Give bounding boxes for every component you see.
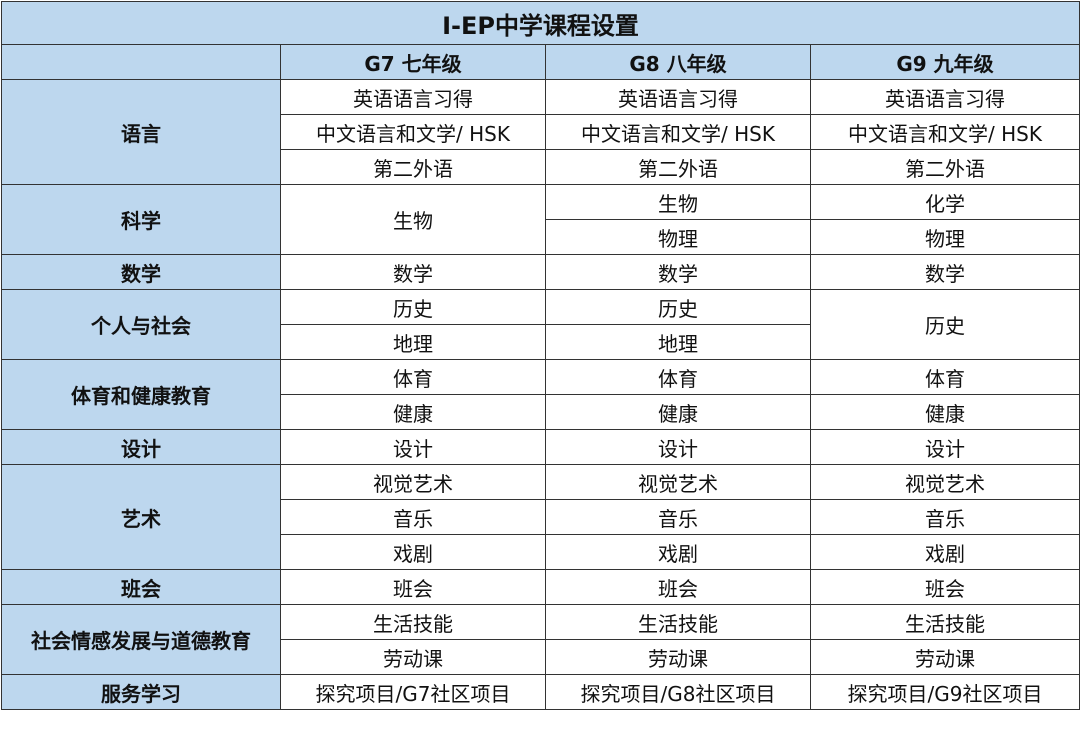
course-cell: 探究项目/G8社区项目	[545, 674, 811, 710]
course-cell: 地理	[280, 324, 546, 360]
course-cell: 物理	[810, 219, 1080, 255]
course-cell: 化学	[810, 184, 1080, 220]
course-cell: 劳动课	[810, 639, 1080, 675]
table-row: 设计 设计 设计 设计	[1, 429, 1080, 465]
table-row: 地理 地理	[2, 324, 1080, 360]
course-cell: 第二外语	[280, 149, 546, 185]
course-cell: 劳动课	[280, 639, 546, 675]
table-row: 体育和健康教育 体育 体育 体育	[1, 359, 1080, 430]
table-row: 语言 英语语言习得 英语语言习得 英语语言习得	[1, 79, 1080, 185]
table-row: 第二外语 第二外语 第二外语	[2, 149, 1080, 185]
course-cell: 班会	[545, 569, 811, 605]
table-row: 科学 生物 生物 化学	[1, 184, 1080, 255]
subject-cell: 服务学习	[1, 674, 281, 710]
course-cell: 视觉艺术	[545, 464, 811, 500]
course-cell: 班会	[280, 569, 546, 605]
course-cell: 生物	[545, 184, 811, 220]
course-cell: 中文语言和文学/ HSK	[280, 114, 546, 150]
course-cell: 数学	[545, 254, 811, 290]
course-cell: 英语语言习得	[545, 79, 811, 115]
course-cell: 音乐	[280, 499, 546, 535]
course-cell: 英语语言习得	[280, 79, 546, 115]
course-cell: 体育	[810, 359, 1080, 395]
header-corner	[1, 44, 281, 80]
grade-header-g9: G9 九年级	[810, 44, 1080, 80]
course-cell: 中文语言和文学/ HSK	[545, 114, 811, 150]
course-cell: 健康	[280, 394, 546, 430]
subject-cell: 数学	[1, 254, 281, 290]
course-cell: 地理	[545, 324, 811, 360]
subject-cell: 科学	[1, 184, 281, 255]
course-cell: 历史	[545, 289, 811, 325]
grade-header-g7: G7 七年级	[280, 44, 546, 80]
course-cell: 视觉艺术	[810, 464, 1080, 500]
curriculum-table: I-EP中学课程设置 G7 七年级 G8 八年级 G9 九年级 语言 英语语言习得…	[1, 1, 1080, 710]
course-cell: 健康	[810, 394, 1080, 430]
subject-cell: 语言	[1, 79, 281, 185]
table-row: 社会情感发展与道德教育 生活技能 生活技能 生活技能	[1, 604, 1080, 675]
table-row: 劳动课 劳动课 劳动课	[2, 639, 1080, 675]
course-cell: 第二外语	[810, 149, 1080, 185]
course-cell: 数学	[280, 254, 546, 290]
table-row: 艺术 视觉艺术 视觉艺术 视觉艺术	[1, 464, 1080, 570]
course-cell: 英语语言习得	[810, 79, 1080, 115]
table-row: 个人与社会 历史 历史 历史	[1, 289, 1080, 360]
course-cell: 探究项目/G9社区项目	[810, 674, 1080, 710]
course-cell: 第二外语	[545, 149, 811, 185]
table-row: 物理 物理	[2, 219, 1080, 255]
course-cell: 历史	[280, 289, 546, 325]
table-title: I-EP中学课程设置	[1, 1, 1080, 45]
subject-cell: 个人与社会	[1, 289, 281, 360]
grade-header-g8: G8 八年级	[545, 44, 811, 80]
table-row: 班会 班会 班会 班会	[1, 569, 1080, 605]
table-row: 服务学习 探究项目/G7社区项目 探究项目/G8社区项目 探究项目/G9社区项目	[1, 674, 1080, 710]
title-row: I-EP中学课程设置	[1, 1, 1080, 45]
course-cell: 体育	[545, 359, 811, 395]
subject-cell: 设计	[1, 429, 281, 465]
course-cell: 设计	[545, 429, 811, 465]
course-cell: 历史	[810, 289, 1080, 360]
course-cell: 数学	[810, 254, 1080, 290]
course-cell: 戏剧	[810, 534, 1080, 570]
course-cell: 设计	[810, 429, 1080, 465]
course-cell: 音乐	[545, 499, 811, 535]
course-cell: 健康	[545, 394, 811, 430]
table-row: 健康 健康 健康	[2, 394, 1080, 430]
course-cell: 音乐	[810, 499, 1080, 535]
course-cell: 生活技能	[545, 604, 811, 640]
course-cell: 劳动课	[545, 639, 811, 675]
table-row: 中文语言和文学/ HSK 中文语言和文学/ HSK 中文语言和文学/ HSK	[2, 114, 1080, 150]
header-row: G7 七年级 G8 八年级 G9 九年级	[1, 44, 1080, 80]
subject-cell: 班会	[1, 569, 281, 605]
subject-cell: 社会情感发展与道德教育	[1, 604, 281, 675]
course-cell: 体育	[280, 359, 546, 395]
course-cell: 班会	[810, 569, 1080, 605]
course-cell: 生活技能	[280, 604, 546, 640]
table-row: 戏剧 戏剧 戏剧	[2, 534, 1080, 570]
course-cell: 生活技能	[810, 604, 1080, 640]
table-row: 数学 数学 数学 数学	[1, 254, 1080, 290]
course-cell: 探究项目/G7社区项目	[280, 674, 546, 710]
course-cell: 戏剧	[280, 534, 546, 570]
subject-cell: 艺术	[1, 464, 281, 570]
subject-cell: 体育和健康教育	[1, 359, 281, 430]
course-cell: 设计	[280, 429, 546, 465]
course-cell: 视觉艺术	[280, 464, 546, 500]
course-cell: 生物	[280, 184, 546, 255]
course-cell: 戏剧	[545, 534, 811, 570]
course-cell: 中文语言和文学/ HSK	[810, 114, 1080, 150]
course-cell: 物理	[545, 219, 811, 255]
